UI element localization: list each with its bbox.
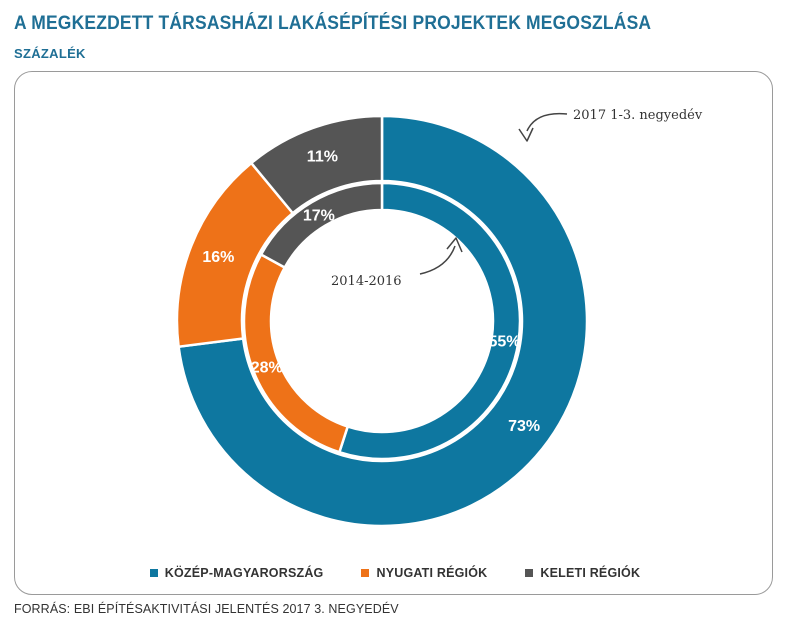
chart-frame	[14, 71, 773, 595]
legend-label-nyugati: NYUGATI RÉGIÓK	[376, 566, 488, 580]
chart-subtitle: SZÁZALÉK	[14, 46, 86, 61]
outer-label-kozep: 73%	[508, 418, 540, 435]
inner-annotation-arrowhead	[446, 237, 463, 253]
legend-label-keleti: KELETI RÉGIÓK	[540, 566, 641, 580]
outer-annotation-arrowhead	[518, 127, 534, 142]
chart-slices	[175, 114, 589, 528]
chart-slice-labels: 73% 16% 11% 55% 28% 17%	[202, 148, 540, 434]
legend-item-keleti: KELETI RÉGIÓK	[525, 566, 640, 580]
outer-label-keleti: 11%	[307, 148, 338, 165]
annotations: 2017 1-3. negyedév 2014-2016	[331, 108, 703, 289]
inner-slice-keleti	[259, 181, 384, 270]
outer-slice-keleti	[249, 114, 384, 215]
source-note: FORRÁS: EBI ÉPÍTÉSAKTIVITÁSI JELENTÉS 20…	[14, 602, 399, 616]
legend-item-nyugati: NYUGATI RÉGIÓK	[361, 566, 487, 580]
chart-title: A MEGKEZDETT TÁRSASHÁZI LAKÁSÉPÍTÉSI PRO…	[14, 13, 652, 34]
legend-swatch-keleti	[525, 569, 534, 577]
legend-swatch-nyugati	[361, 569, 370, 577]
inner-label-kozep: 55%	[488, 333, 520, 350]
chart-legend: KÖZÉP-MAGYARORSZÁG NYUGATI RÉGIÓK KELETI…	[0, 566, 790, 580]
inner-annotation-arrow	[419, 245, 456, 275]
outer-label-nyugati: 16%	[202, 249, 234, 266]
outer-ring-annotation: 2017 1-3. negyedév	[573, 108, 703, 123]
legend-swatch-kozep	[149, 569, 158, 577]
legend-label-kozep: KÖZÉP-MAGYARORSZÁG	[164, 566, 324, 580]
legend-item-kozep: KÖZÉP-MAGYARORSZÁG	[149, 566, 324, 580]
inner-slice-kozep	[337, 181, 522, 461]
outer-slice-kozep	[177, 114, 589, 528]
inner-label-keleti: 17%	[303, 207, 335, 224]
inner-ring-annotation: 2014-2016	[331, 274, 402, 289]
outer-annotation-arrow	[526, 112, 568, 132]
inner-label-nyugati: 28%	[251, 360, 283, 377]
